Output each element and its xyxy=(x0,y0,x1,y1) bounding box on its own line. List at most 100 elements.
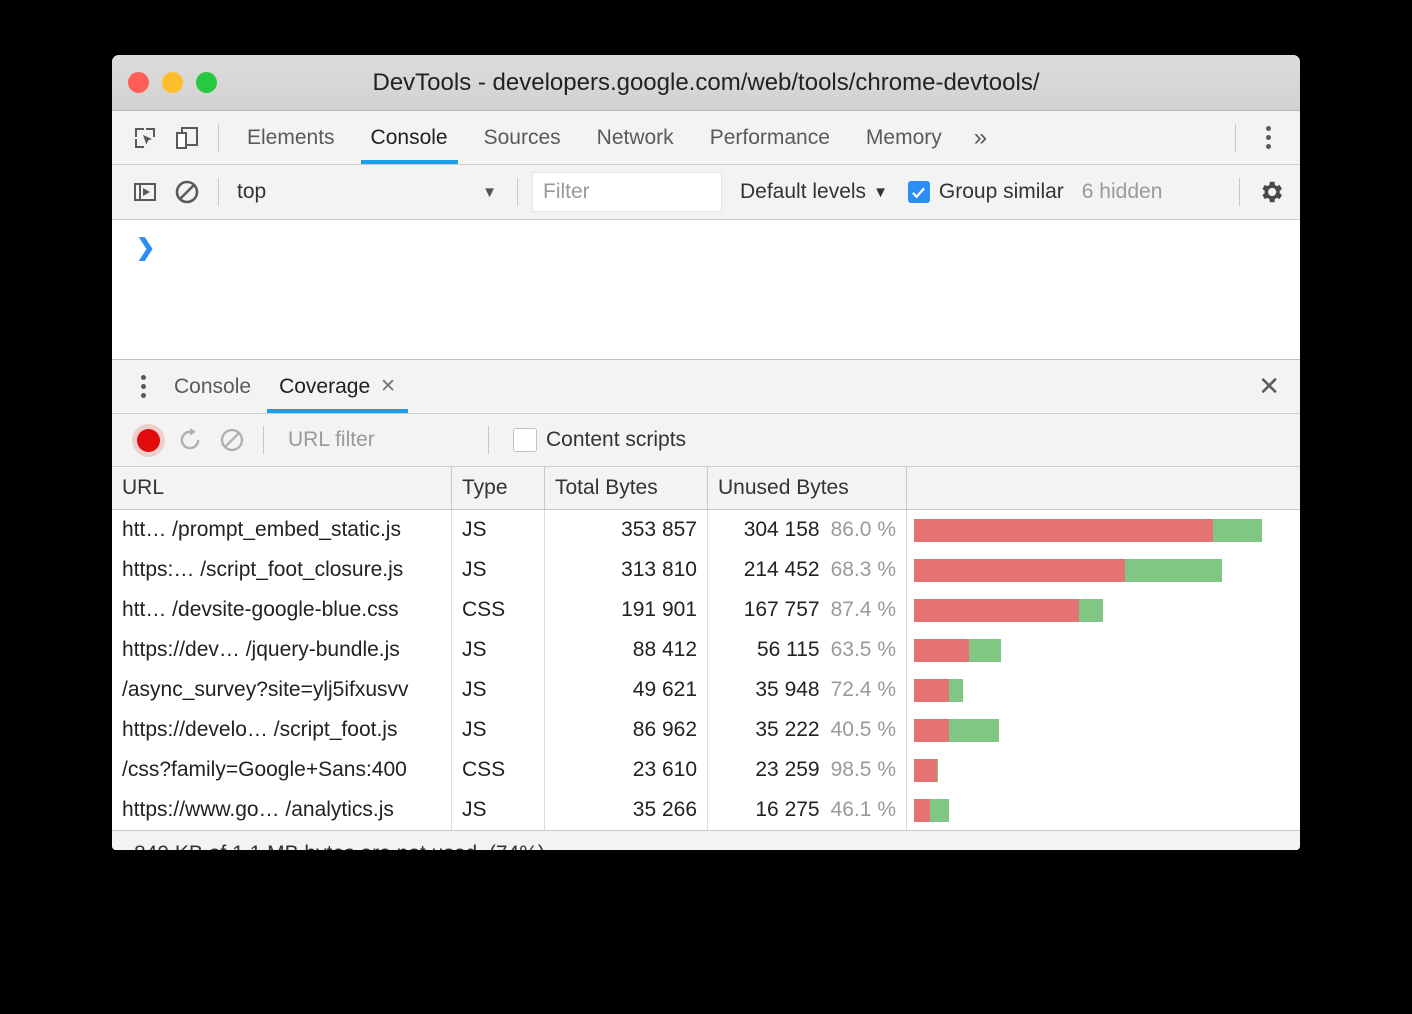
device-toolbar-icon[interactable] xyxy=(166,117,208,159)
table-header-row: URL Type Total Bytes Unused Bytes xyxy=(112,467,1300,510)
reload-icon[interactable] xyxy=(169,419,211,461)
close-drawer-icon[interactable]: ✕ xyxy=(1258,371,1280,401)
unused-bytes-value: 56 115 xyxy=(756,638,820,661)
cell-total-bytes: 88 412 xyxy=(545,630,708,670)
console-sidebar-icon[interactable] xyxy=(124,171,166,213)
console-filter-input[interactable]: Filter xyxy=(532,172,722,212)
column-header-unused-bytes[interactable]: Unused Bytes xyxy=(708,467,907,509)
drawer-tab-console[interactable]: Console xyxy=(160,360,265,413)
cell-type: CSS xyxy=(452,590,545,630)
cell-url: https://www.go… /analytics.js xyxy=(112,790,452,830)
usage-bar-unused-segment xyxy=(914,638,970,662)
unused-percent-value: 87.4 % xyxy=(830,598,896,621)
cell-unused-bytes: 16 275 46.1 % xyxy=(708,790,907,830)
usage-bar-used-segment xyxy=(948,718,1000,742)
drawer-tab-coverage[interactable]: Coverage ✕ xyxy=(265,360,410,413)
console-filter-placeholder: Filter xyxy=(543,180,590,203)
usage-bar-unused-segment xyxy=(914,758,937,782)
tab-performance[interactable]: Performance xyxy=(709,125,830,149)
kebab-menu-icon[interactable] xyxy=(1246,116,1290,160)
cell-usage-bar xyxy=(907,790,1300,830)
more-tabs-icon[interactable]: » xyxy=(973,123,988,151)
group-similar-checkbox[interactable] xyxy=(907,181,930,203)
table-row[interactable]: /css?family=Google+Sans:400 CSS 23 610 23 2… xyxy=(112,750,1300,790)
cell-usage-bar xyxy=(907,630,1300,670)
drawer-tab-coverage-label: Coverage xyxy=(279,374,371,398)
cell-unused-bytes: 214 452 68.3 % xyxy=(708,550,907,590)
chevron-down-icon: ▼ xyxy=(873,183,888,201)
record-icon[interactable] xyxy=(137,428,160,452)
usage-bar xyxy=(914,518,1262,542)
main-tab-bar: Elements Console Sources Network Perform… xyxy=(112,111,1300,165)
cell-type: CSS xyxy=(452,750,545,790)
cell-total-bytes: 23 610 xyxy=(545,750,708,790)
close-icon[interactable]: ✕ xyxy=(380,376,397,397)
cell-usage-bar xyxy=(907,590,1300,630)
cell-unused-bytes: 35 948 72.4 % xyxy=(708,670,907,710)
console-prompt-chevron: ❯ xyxy=(136,234,156,260)
cell-usage-bar xyxy=(907,550,1300,590)
close-window-button[interactable] xyxy=(128,72,149,93)
cell-url: https://develo… /script_foot.js xyxy=(112,710,452,750)
usage-bar-unused-segment xyxy=(914,598,1079,622)
table-row[interactable]: htt… /devsite-google-blue.css CSS 191 901 1… xyxy=(112,590,1300,630)
cell-type: JS xyxy=(452,710,545,750)
tab-memory[interactable]: Memory xyxy=(865,125,942,149)
table-row[interactable]: https://develo… /script_foot.js JS 86 962 3… xyxy=(112,710,1300,750)
column-header-unused-bytes-label: Unused Bytes xyxy=(718,476,849,499)
unused-percent-value: 46.1 % xyxy=(830,798,896,821)
column-header-url[interactable]: URL xyxy=(112,467,452,509)
column-header-total-bytes-label: Total Bytes xyxy=(555,476,658,499)
url-filter-placeholder: URL filter xyxy=(288,428,375,451)
cell-type: JS xyxy=(452,510,545,550)
column-header-total-bytes[interactable]: Total Bytes xyxy=(545,467,708,509)
coverage-table: URL Type Total Bytes Unused Bytes htt… /… xyxy=(112,467,1300,830)
minimize-window-button[interactable] xyxy=(162,72,183,93)
execution-context-selector[interactable]: top ▼ xyxy=(229,180,507,204)
usage-bar xyxy=(914,798,949,822)
drawer-kebab-icon[interactable] xyxy=(126,365,160,409)
chevron-down-icon: ▼ xyxy=(482,183,497,201)
cell-unused-bytes: 167 757 87.4 % xyxy=(708,590,907,630)
cell-url: https:… /script_foot_closure.js xyxy=(112,550,452,590)
cell-unused-bytes: 56 115 63.5 % xyxy=(708,630,907,670)
column-header-type[interactable]: Type xyxy=(452,467,545,509)
cell-url: https://dev… /jquery-bundle.js xyxy=(112,630,452,670)
table-row[interactable]: /async_survey?site=ylj5ifxusvv JS 49 621 35… xyxy=(112,670,1300,710)
usage-bar xyxy=(914,758,938,782)
tab-console[interactable]: Console xyxy=(353,111,466,164)
inspect-element-icon[interactable] xyxy=(124,117,166,159)
unused-bytes-value: 167 757 xyxy=(743,598,820,621)
clear-icon[interactable] xyxy=(211,419,253,461)
gear-icon[interactable] xyxy=(1250,171,1292,213)
cell-unused-bytes: 23 259 98.5 % xyxy=(708,750,907,790)
url-filter-input[interactable]: URL filter xyxy=(288,428,478,452)
filter-divider-1 xyxy=(218,178,219,206)
usage-bar-unused-segment xyxy=(914,518,1213,542)
unused-bytes-value: 23 259 xyxy=(755,758,820,781)
table-row[interactable]: https:… /script_foot_closure.js JS 313 810… xyxy=(112,550,1300,590)
table-row[interactable]: https://www.go… /analytics.js JS 35 266 16 … xyxy=(112,790,1300,830)
column-header-bar xyxy=(907,467,1300,509)
coverage-summary-text: 849 KB of 1.1 MB bytes are not used. (74… xyxy=(134,842,545,851)
coverage-divider-1 xyxy=(263,426,264,454)
tab-elements[interactable]: Elements xyxy=(247,125,335,149)
cell-total-bytes: 313 810 xyxy=(545,550,708,590)
usage-bar-unused-segment xyxy=(914,718,949,742)
content-scripts-checkbox[interactable] xyxy=(513,428,537,452)
console-output-area[interactable]: ❯ xyxy=(112,220,1300,359)
tab-network[interactable]: Network xyxy=(596,125,674,149)
tab-sources[interactable]: Sources xyxy=(483,125,561,149)
clear-console-icon[interactable] xyxy=(166,171,208,213)
table-row[interactable]: https://dev… /jquery-bundle.js JS 88 412 56… xyxy=(112,630,1300,670)
cell-type: JS xyxy=(452,550,545,590)
zoom-window-button[interactable] xyxy=(196,72,217,93)
cell-usage-bar xyxy=(907,750,1300,790)
console-filter-bar: top ▼ Filter Default levels ▼ Group simi… xyxy=(112,165,1300,220)
log-levels-dropdown[interactable]: Default levels ▼ xyxy=(740,180,888,204)
content-scripts-label: Content scripts xyxy=(546,428,687,451)
cell-total-bytes: 353 857 xyxy=(545,510,708,550)
title-bar: DevTools - developers.google.com/web/too… xyxy=(112,55,1300,111)
coverage-divider-2 xyxy=(488,426,489,454)
table-row[interactable]: htt… /prompt_embed_static.js JS 353 857 304… xyxy=(112,510,1300,550)
